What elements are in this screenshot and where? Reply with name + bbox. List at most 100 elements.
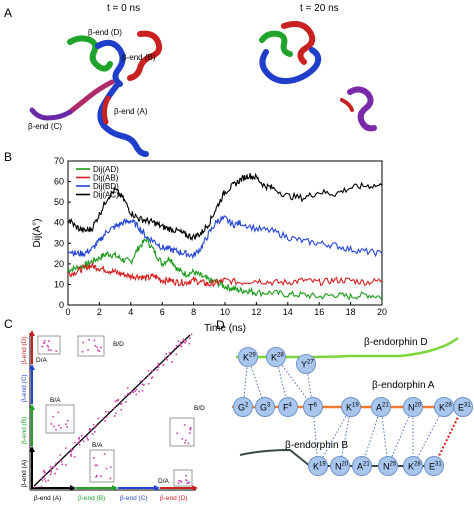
contact-point: [185, 340, 187, 342]
residue-b-k19: K19: [308, 456, 328, 476]
series-line-dijad: [67, 237, 383, 301]
contact-point: [183, 339, 185, 342]
contact-point: [187, 481, 189, 484]
contact-point: [89, 428, 91, 430]
residue-number: 2: [245, 403, 249, 409]
contact-point: [93, 457, 95, 459]
residue-code: A21: [357, 462, 370, 472]
residue-b-n20: N20: [330, 456, 350, 476]
contact-point: [100, 475, 102, 477]
contact-line: [412, 406, 445, 467]
contact-point: [70, 451, 72, 453]
contact-point: [60, 427, 62, 429]
residue-b-a21: A21: [352, 456, 372, 476]
contact-point: [179, 343, 182, 346]
contact-point: [40, 485, 43, 488]
residue-circle: [303, 397, 323, 417]
residue-a-a21: A21: [371, 397, 391, 417]
contact-point: [188, 481, 191, 484]
contact-point: [85, 435, 88, 438]
contact-point: [102, 417, 105, 419]
chart-series: [67, 172, 383, 301]
residue-circle: [352, 456, 372, 476]
block-contacts: [41, 339, 192, 485]
residue-code: T6: [308, 403, 318, 413]
residue-code: A21: [376, 403, 389, 413]
residue-code: K28: [271, 353, 284, 363]
residue-a-n20: N20: [403, 397, 423, 417]
distance-chart: 0 2 4 6 8 10 12 14 16 18 20 0 10 20 30 40 50 60 70 Time (ns…: [32, 156, 387, 334]
residue-number: 31: [464, 403, 471, 409]
contact-point: [78, 443, 81, 446]
contact-point: [97, 417, 100, 420]
panel-c-letter: C: [4, 317, 13, 331]
y-label-c: β-end (C): [21, 374, 28, 402]
contact-point: [173, 347, 176, 350]
contact-point: [147, 374, 150, 377]
contact-point: [52, 415, 55, 418]
contact-point: [143, 384, 145, 386]
contact-point: [143, 379, 145, 381]
residue-circle: [330, 456, 350, 476]
contact-point: [78, 438, 80, 440]
contact-point: [43, 342, 45, 344]
residue-contact-diagram: β-endorphin D β-endorphin A β-endorphin …: [232, 336, 473, 476]
contact-point: [53, 425, 55, 428]
contact-point: [115, 399, 118, 402]
contact-point: [50, 349, 52, 352]
block-da-top: [37, 335, 61, 355]
series-line-dijac: [67, 172, 383, 242]
residue-b-k28: K28: [403, 456, 423, 476]
contact-point: [78, 440, 81, 442]
contact-point: [175, 353, 178, 356]
contact-point: [125, 401, 127, 403]
contact-point: [40, 477, 43, 480]
residue-code: K19: [346, 403, 359, 413]
contact-point: [150, 377, 153, 379]
contact-point: [66, 419, 69, 422]
residue-a-k28: K28: [434, 397, 454, 417]
contact-point: [41, 345, 43, 348]
chain-d-residues: K29 K28 Y27: [238, 347, 316, 374]
x-tick-label: 18: [346, 307, 356, 317]
x-tick-label: 14: [283, 307, 293, 317]
residue-number: 20: [415, 403, 422, 409]
residue-code: N20: [335, 462, 349, 472]
contact-point: [176, 432, 178, 435]
contact-point: [184, 439, 187, 442]
residue-d-y27: Y27: [296, 354, 316, 374]
contact-point: [47, 479, 50, 482]
contact-point: [90, 429, 92, 431]
contact-point: [178, 480, 180, 482]
contact-point: [150, 370, 153, 372]
contact-point: [50, 469, 52, 471]
contact-point: [135, 393, 138, 396]
x-label-c: β-end (C): [120, 495, 148, 502]
chain-b-residues: K19 N20 A21 N25 K28 E31: [308, 456, 444, 476]
residue-code: E31: [429, 462, 442, 472]
contact-point: [72, 449, 74, 451]
block-label-da-bottom: D/A: [158, 478, 170, 485]
x-label-d: β-end (D): [160, 495, 188, 502]
contact-point: [187, 442, 190, 445]
legend-entry: Dij(AB): [93, 174, 119, 183]
chain-b-backbone: [239, 448, 440, 467]
contact-point: [94, 464, 97, 467]
residue-circle: [371, 397, 391, 417]
contact-point: [96, 346, 98, 349]
contact-point: [179, 479, 181, 482]
block-bd-right: [169, 417, 195, 447]
contact-point: [135, 388, 138, 391]
contact-point: [56, 468, 58, 470]
contact-point: [117, 398, 120, 401]
legend-entry: Dij(AD): [93, 165, 119, 174]
y-label-d: β-end (D): [21, 336, 28, 364]
residue-circle: [453, 397, 473, 417]
residue-circle: [424, 456, 444, 476]
contact-point: [88, 339, 90, 341]
contact-point: [164, 357, 166, 359]
contact-diagonal: [33, 334, 191, 487]
block-bd-top: [77, 335, 105, 357]
residue-a-f4: F4: [278, 397, 298, 417]
